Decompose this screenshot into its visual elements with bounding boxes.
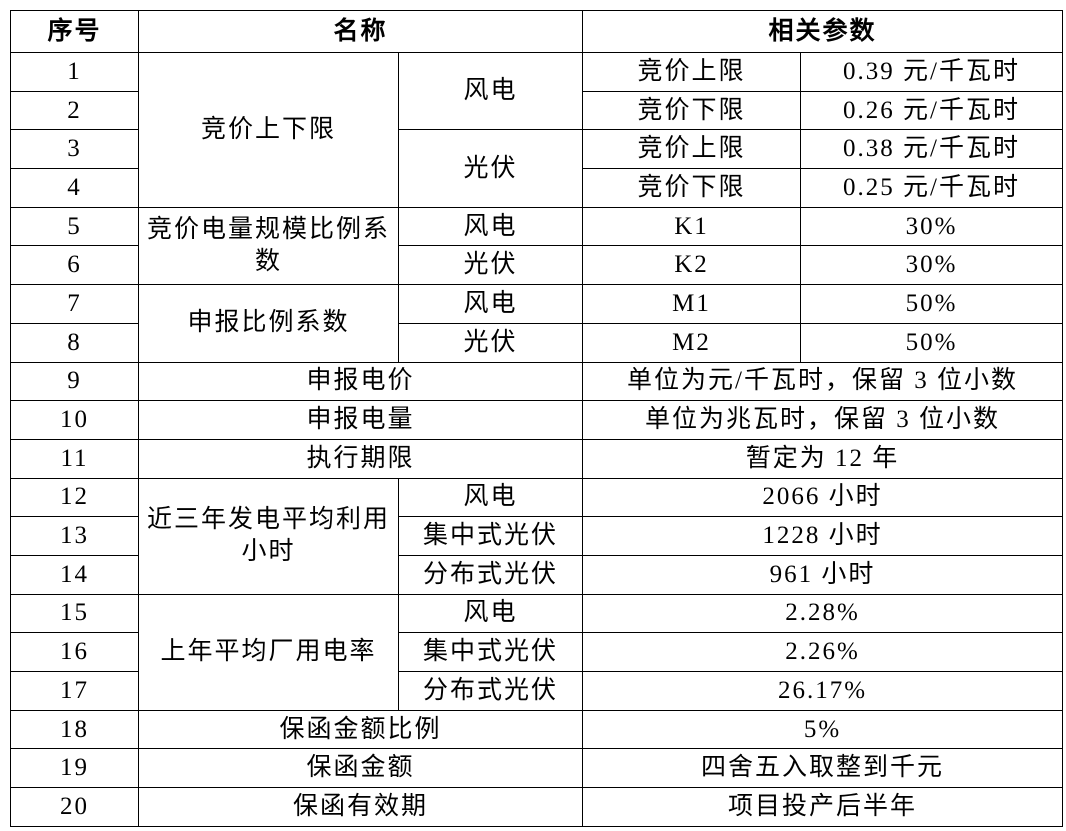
cell: 上年平均厂用电率 bbox=[138, 593, 399, 711]
cell: 风电 bbox=[397, 206, 584, 247]
cell: 竞价下限 bbox=[582, 168, 802, 208]
cell: 保函金额比例 bbox=[137, 709, 584, 750]
cell: M1 bbox=[582, 284, 802, 324]
cell: 保函有效期 bbox=[137, 787, 584, 827]
cell: 项目投产后半年 bbox=[582, 787, 1064, 827]
cell: 分布式光伏 bbox=[397, 671, 584, 711]
cell: 20 bbox=[10, 787, 139, 827]
cell: 15 bbox=[10, 593, 139, 634]
table-row: 13 集中式光伏 1228 小时 bbox=[10, 516, 1064, 556]
cell: 12 bbox=[10, 477, 139, 518]
cell: 7 bbox=[10, 284, 139, 324]
cell: 30% bbox=[800, 245, 1064, 286]
cell: 风电 bbox=[397, 477, 584, 518]
cell: 1 bbox=[10, 52, 139, 92]
table-row: 10 申报电量 单位为兆瓦时，保留 3 位小数 bbox=[10, 400, 1064, 440]
cell: 0.26 元/千瓦时 bbox=[800, 90, 1064, 131]
cell: 14 bbox=[10, 554, 139, 595]
cell: 13 bbox=[10, 516, 139, 556]
table-row: 5 竞价电量规模比例系数 风电 K1 30% bbox=[10, 206, 1064, 286]
table-row: 20 保函有效期 项目投产后半年 bbox=[10, 787, 1064, 827]
cell: 光伏 bbox=[397, 322, 584, 363]
cell: 18 bbox=[10, 709, 139, 750]
cell: 16 bbox=[10, 632, 139, 672]
cell: 10 bbox=[10, 400, 139, 440]
cell: 2066 小时 bbox=[582, 477, 1064, 518]
cell: 11 bbox=[10, 438, 139, 479]
header-cell: 序号 bbox=[10, 10, 139, 53]
cell: 8 bbox=[10, 322, 139, 363]
cell: 执行期限 bbox=[137, 438, 584, 479]
cell: 保函金额 bbox=[137, 748, 584, 789]
cell: 竞价下限 bbox=[582, 90, 802, 131]
table-row: 14 分布式光伏 961 小时 bbox=[10, 554, 1064, 595]
cell: 19 bbox=[10, 748, 139, 789]
table-row: 4 竞价下限 0.25 元/千瓦时 bbox=[10, 168, 1064, 208]
cell: 1228 小时 bbox=[582, 516, 1064, 556]
table-row: 8 光伏 M2 50% bbox=[10, 322, 1064, 363]
cell: 5% bbox=[582, 709, 1064, 750]
table-row: 2 竞价下限 0.26 元/千瓦时 bbox=[10, 90, 1064, 131]
header-cell: 相关参数 bbox=[582, 10, 1064, 53]
table-row: 3 光伏 竞价上限 0.38 元/千瓦时 bbox=[10, 129, 1064, 208]
cell: 申报比例系数 bbox=[138, 284, 399, 363]
cell: M2 bbox=[582, 322, 802, 363]
cell: 961 小时 bbox=[582, 554, 1064, 595]
cell: 50% bbox=[800, 322, 1064, 363]
cell: 光伏 bbox=[397, 245, 584, 286]
header-cell: 名称 bbox=[137, 10, 584, 53]
cell: 分布式光伏 bbox=[397, 554, 584, 595]
header-row: 序号 名称 相关参数 bbox=[10, 10, 1064, 53]
cell: 5 bbox=[10, 206, 139, 247]
cell: 2.26% bbox=[582, 632, 1064, 672]
cell: K2 bbox=[582, 245, 802, 286]
cell: 30% bbox=[800, 206, 1064, 247]
cell: 4 bbox=[10, 168, 139, 208]
table-row: 19 保函金额 四舍五入取整到千元 bbox=[10, 748, 1064, 789]
cell: 竞价电量规模比例系数 bbox=[138, 206, 399, 286]
cell: 暂定为 12 年 bbox=[582, 438, 1064, 479]
table-row: 7 申报比例系数 风电 M1 50% bbox=[10, 284, 1064, 363]
cell: 光伏 bbox=[397, 129, 584, 208]
cell: 0.38 元/千瓦时 bbox=[800, 129, 1064, 170]
parameter-table: 序号 名称 相关参数 1 竞价上下限 风电 竞价上限 0.39 元/千瓦时 2 竞价下限 0… bbox=[10, 10, 1064, 827]
table-row: 9 申报电价 单位为元/千瓦时，保留 3 位小数 bbox=[10, 361, 1064, 402]
table-row: 11 执行期限 暂定为 12 年 bbox=[10, 438, 1064, 479]
cell: 近三年发电平均利用小时 bbox=[138, 477, 399, 595]
cell: 26.17% bbox=[582, 671, 1064, 711]
cell: 集中式光伏 bbox=[397, 516, 584, 556]
cell: 50% bbox=[800, 284, 1064, 324]
table-row: 12 近三年发电平均利用小时 风电 2066 小时 bbox=[10, 477, 1064, 595]
cell: 6 bbox=[10, 245, 139, 286]
cell: 风电 bbox=[397, 593, 584, 634]
cell: 2 bbox=[10, 90, 139, 131]
table-row: 15 上年平均厂用电率 风电 2.28% bbox=[10, 593, 1064, 711]
cell: 申报电量 bbox=[137, 400, 584, 440]
cell: 3 bbox=[10, 129, 139, 170]
cell: 申报电价 bbox=[137, 361, 584, 402]
cell: 四舍五入取整到千元 bbox=[582, 748, 1064, 789]
cell: 2.28% bbox=[582, 593, 1064, 634]
cell: 集中式光伏 bbox=[397, 632, 584, 672]
cell: 9 bbox=[10, 361, 139, 402]
cell: 风电 bbox=[397, 284, 584, 324]
cell: 风电 bbox=[397, 51, 584, 131]
table-row: 17 分布式光伏 26.17% bbox=[10, 671, 1064, 711]
cell: 单位为元/千瓦时，保留 3 位小数 bbox=[582, 361, 1064, 402]
cell: 17 bbox=[10, 671, 139, 711]
cell: 竞价上下限 bbox=[138, 52, 399, 208]
cell: 0.25 元/千瓦时 bbox=[800, 168, 1064, 208]
cell: 单位为兆瓦时，保留 3 位小数 bbox=[582, 400, 1064, 440]
table-row: 18 保函金额比例 5% bbox=[10, 709, 1064, 750]
cell: 竞价上限 bbox=[582, 52, 802, 92]
table-row: 1 竞价上下限 风电 竞价上限 0.39 元/千瓦时 bbox=[10, 51, 1064, 208]
cell: 0.39 元/千瓦时 bbox=[800, 52, 1064, 92]
table-row: 16 集中式光伏 2.26% bbox=[10, 632, 1064, 672]
cell: 竞价上限 bbox=[582, 129, 802, 170]
cell: K1 bbox=[582, 206, 802, 247]
